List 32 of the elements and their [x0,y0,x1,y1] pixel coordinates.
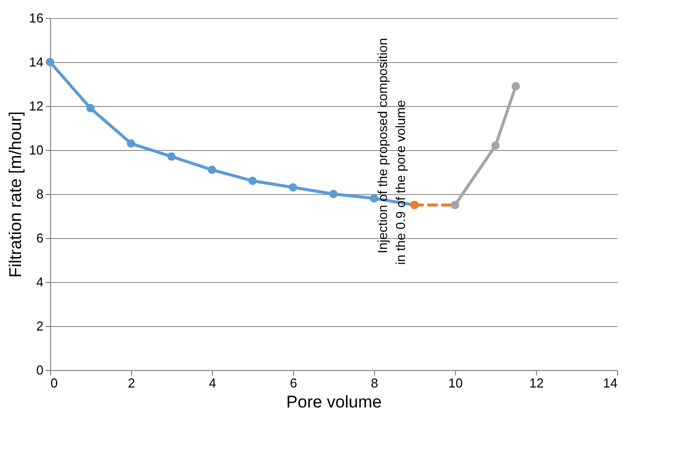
y-tick-label: 10 [29,142,44,158]
x-axis-title: Pore volume [286,392,382,412]
x-tick-label: 12 [529,376,544,390]
point [208,166,216,174]
point [86,104,95,112]
point [329,190,338,198]
x-tick-label: 10 [448,376,463,390]
x-tick-label: 14 [603,376,618,390]
point [491,141,500,150]
point [370,194,378,203]
y-axis-title: Filtration rate [m/hour] [6,111,26,278]
y-tick-label: 16 [29,10,44,26]
y-tick-label: 4 [36,274,44,290]
annotation: in the 0.9 of the pore volume [393,100,408,265]
x-tick-label: 8 [370,376,378,390]
y-tick-label: 14 [29,54,44,70]
annotation: Injection of the proposed composition [375,38,390,254]
x-tick-label: 4 [208,376,216,390]
y-tick-label: 6 [36,230,44,246]
x-tick-label: 0 [50,376,58,390]
point [167,152,176,161]
point [248,176,257,185]
point [288,183,298,192]
y-tick-label: 0 [36,362,44,378]
point [126,139,136,148]
x-tick-label: 2 [128,376,136,390]
y-tick-label: 12 [29,98,44,114]
y-tick-label: 2 [36,318,44,334]
y-tick-label: 8 [36,186,44,202]
point [46,58,54,66]
x-tick-label: 6 [290,376,298,390]
point [512,82,520,90]
